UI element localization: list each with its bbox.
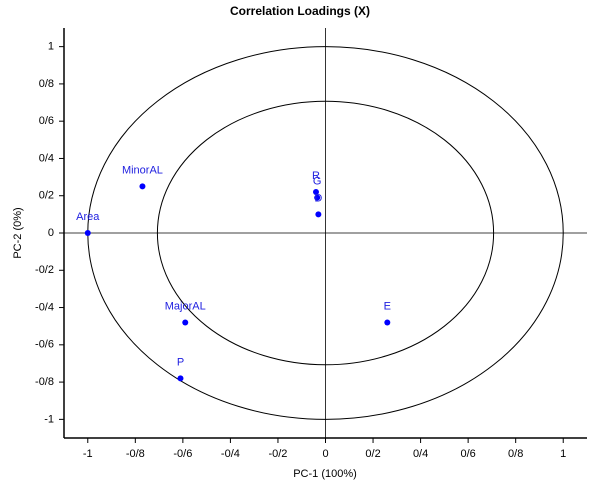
x-tick-label: -0/8	[126, 448, 145, 460]
point	[315, 211, 322, 218]
point	[84, 230, 91, 236]
point	[182, 319, 189, 326]
y-tick-label: 0/8	[39, 78, 54, 90]
y-tick-label: 1	[48, 41, 54, 53]
y-tick-label: 0/6	[39, 115, 54, 127]
x-tick-label: 0	[322, 448, 328, 460]
point	[314, 194, 321, 201]
x-axis-label: PC-1 (100%)	[293, 468, 357, 480]
x-tick-label: 0/6	[460, 448, 475, 460]
point	[384, 319, 391, 326]
point-label: D	[314, 192, 322, 204]
x-tick-label: -1	[83, 448, 93, 460]
y-tick-label: -0/8	[35, 376, 54, 388]
point-label: MajorAL	[165, 300, 206, 312]
point-label: R	[312, 170, 320, 182]
y-tick-label: 0/4	[39, 152, 54, 164]
point-label: G	[313, 175, 322, 187]
x-tick-label: 0/4	[413, 448, 428, 460]
x-tick-label: -0/2	[268, 448, 287, 460]
x-tick-label: 0/8	[508, 448, 523, 460]
y-tick-label: 0/2	[39, 190, 54, 202]
y-tick-label: -1	[44, 413, 54, 425]
y-tick-label: 0	[48, 227, 54, 239]
point-label: E	[384, 300, 391, 312]
point	[139, 183, 146, 190]
y-tick-label: -0/4	[35, 301, 54, 313]
x-tick-label: 0/2	[365, 448, 380, 460]
point-label: MinorAL	[122, 164, 163, 176]
y-tick-label: -0/6	[35, 339, 54, 351]
x-tick-label: -0/6	[173, 448, 192, 460]
point	[312, 189, 319, 195]
point-label: P	[177, 356, 184, 368]
y-tick-label: -0/2	[35, 264, 54, 276]
point	[177, 375, 184, 382]
y-axis-label: PC-2 (0%)	[12, 207, 24, 258]
point-label: Area	[76, 211, 100, 223]
x-tick-label: -0/4	[221, 448, 240, 460]
chart-title: Correlation Loadings (X)	[230, 4, 370, 18]
x-tick-label: 1	[560, 448, 566, 460]
